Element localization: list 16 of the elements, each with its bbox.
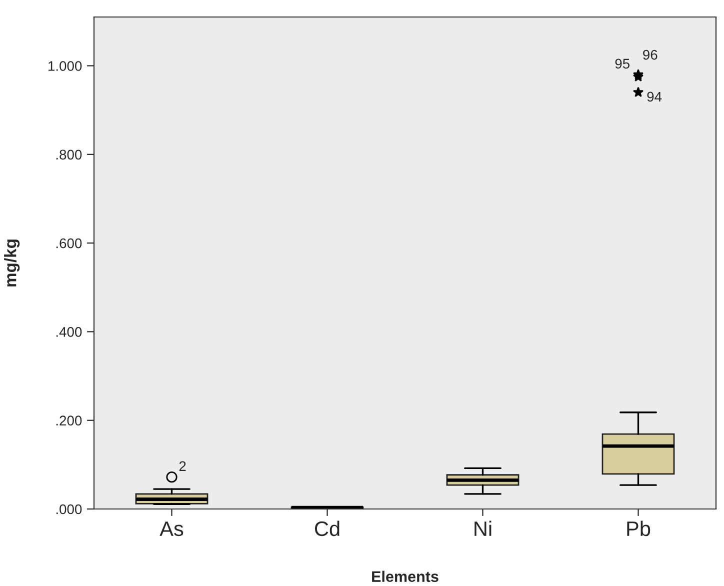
x-axis-title: Elements <box>372 570 438 582</box>
x-tick-label: Ni <box>474 520 492 536</box>
y-tick-label: 1.000 <box>48 61 82 71</box>
y-axis-title: mg/kg <box>4 240 20 286</box>
y-tick-label: .800 <box>56 150 82 160</box>
y-tick-label: .200 <box>56 416 82 426</box>
annotation: 95 <box>615 58 630 69</box>
annotation: 2 <box>179 461 186 471</box>
y-tick-label: .000 <box>56 504 82 514</box>
x-tick-label: Cd <box>314 520 340 536</box>
y-tick-label: .600 <box>56 238 82 248</box>
y-tick-label: .400 <box>56 327 82 337</box>
annotation: 94 <box>647 92 662 102</box>
x-tick-label: As <box>160 522 184 536</box>
x-tick-label: Pb <box>627 520 650 536</box>
annotation: 96 <box>643 50 658 60</box>
